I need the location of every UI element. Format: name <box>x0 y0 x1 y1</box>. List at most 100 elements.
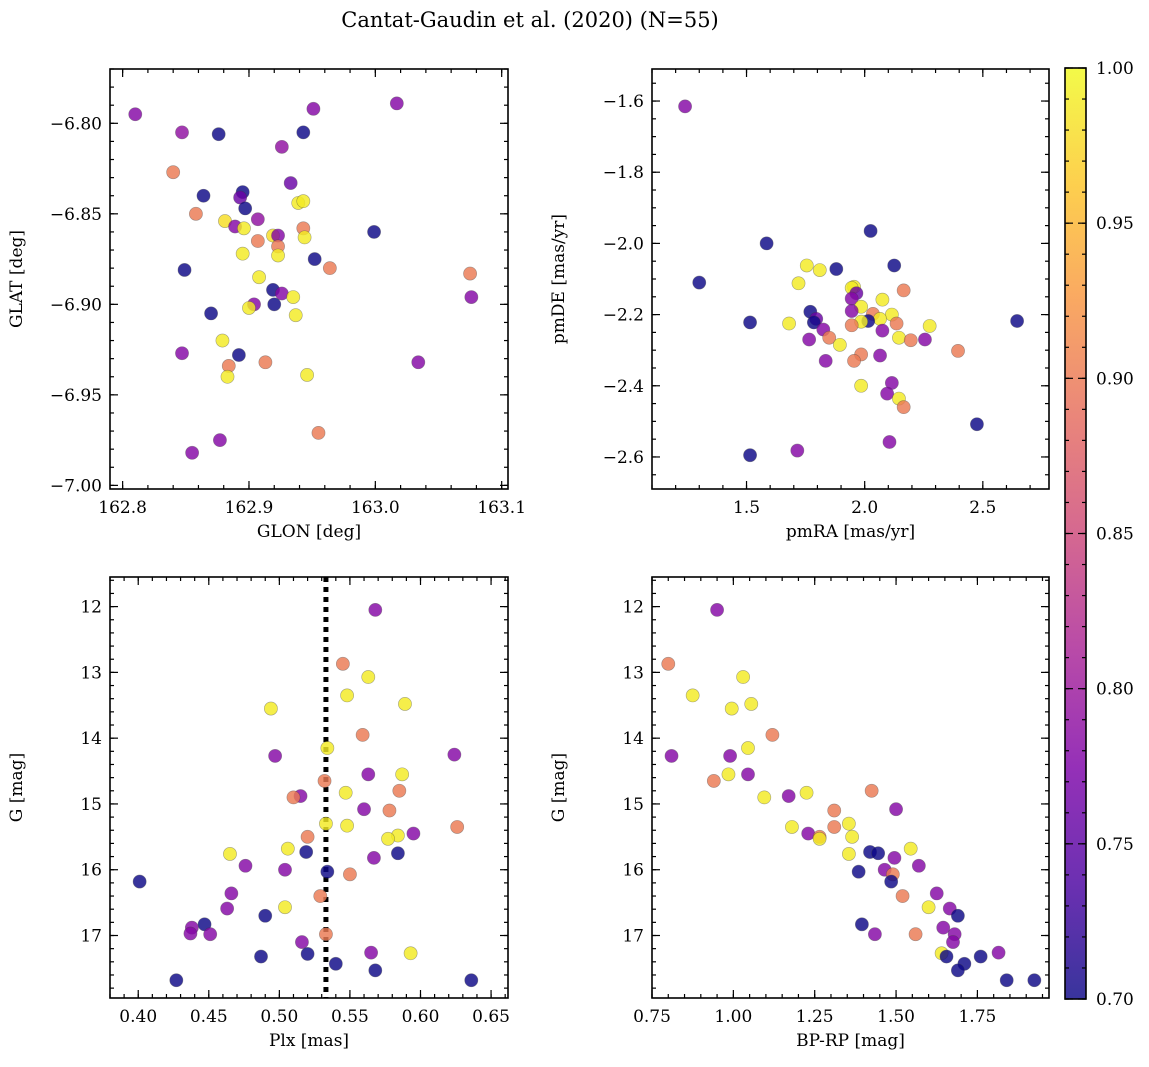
parallax-cmd-point <box>343 867 357 882</box>
proper-motion-ytick-label: −2.4 <box>603 377 644 397</box>
color-magnitude-point <box>889 802 903 817</box>
parallax-cmd-point <box>254 949 268 964</box>
color-magnitude-point <box>785 820 799 834</box>
parallax-cmd-ytick-label: 15 <box>80 795 102 815</box>
sky-xtick-label: 162.9 <box>225 498 274 518</box>
parallax-cmd-point <box>395 767 410 782</box>
proper-motion-ylabel: pmDE [mas/yr] <box>549 214 569 344</box>
color-magnitude-point <box>911 858 926 873</box>
parallax-cmd-point <box>403 946 418 961</box>
parallax-cmd-point <box>258 908 273 923</box>
colorbar-tick-label: 1.00 <box>1096 59 1134 79</box>
proper-motion-point <box>892 330 906 345</box>
proper-motion-point <box>889 316 904 331</box>
proper-motion-point <box>922 319 937 333</box>
sky-point <box>128 107 143 122</box>
parallax-cmd-point <box>406 826 421 841</box>
sky-ylabel: GLAT [deg] <box>7 230 27 328</box>
sky-point <box>250 212 265 227</box>
sky-point <box>283 176 298 190</box>
sky-point <box>177 263 192 277</box>
proper-motion-ytick-label: −2.2 <box>603 306 644 326</box>
color-magnitude-point <box>781 789 796 803</box>
parallax-cmd-point <box>300 947 315 961</box>
parallax-cmd-minor-ticks <box>109 577 508 998</box>
color-magnitude-point <box>973 949 988 964</box>
parallax-cmd-point <box>367 850 381 865</box>
proper-motion-xtick-label: 2.5 <box>969 498 996 518</box>
proper-motion-point <box>1010 314 1024 328</box>
parallax-cmd-point <box>364 945 378 960</box>
parallax-cmd-point <box>381 831 395 846</box>
proper-motion-point <box>903 333 918 348</box>
parallax-cmd-xtick-label: 0.60 <box>402 1007 440 1027</box>
color-magnitude-xlabel: BP-RP [mag] <box>796 1031 905 1051</box>
parallax-cmd-point <box>224 886 239 901</box>
color-magnitude-minor-ticks <box>651 577 1049 998</box>
color-magnitude-point <box>845 829 860 844</box>
proper-motion-point <box>918 332 932 347</box>
sky-point <box>286 290 301 305</box>
proper-motion-point <box>873 311 887 326</box>
parallax-cmd-point <box>450 820 465 834</box>
proper-motion-point <box>812 263 827 278</box>
parallax-cmd-point <box>320 741 335 755</box>
parallax-cmd-point <box>340 818 355 833</box>
proper-motion-point <box>692 275 707 290</box>
parallax-cmd-ytick-label: 13 <box>80 663 102 683</box>
color-magnitude-point <box>741 767 755 782</box>
parallax-cmd-point <box>340 688 355 703</box>
proper-motion-point <box>896 283 911 298</box>
parallax-cmd-point <box>263 701 278 716</box>
parallax-cmd-point <box>132 874 147 889</box>
parallax-cmd-point <box>183 926 198 941</box>
sky-point <box>274 139 289 154</box>
parallax-cmd-ytick-label: 14 <box>80 729 102 749</box>
parallax-cmd-point <box>203 927 218 942</box>
parallax-cmd-xtick-label: 0.50 <box>260 1007 298 1027</box>
proper-motion-point <box>847 353 861 368</box>
proper-motion-ytick-label: −2.0 <box>603 234 644 254</box>
sky-point <box>306 101 321 116</box>
color-magnitude-point <box>895 889 910 903</box>
proper-motion-point <box>743 315 757 330</box>
color-magnitude-point <box>841 816 856 831</box>
proper-motion-ytick-label: −1.8 <box>603 163 644 183</box>
color-magnitude-point <box>685 688 700 703</box>
color-magnitude-point <box>827 820 842 834</box>
sky-point <box>233 190 248 205</box>
proper-motion-point <box>844 304 859 318</box>
parallax-cmd-point <box>238 858 253 873</box>
colorbar-tick-label: 0.70 <box>1096 990 1134 1010</box>
parallax-cmd-point <box>447 747 462 762</box>
parallax-cmd-point <box>398 697 412 711</box>
parallax-cmd-points <box>132 577 479 998</box>
color-magnitude-ytick-label: 17 <box>622 927 644 947</box>
sky-point <box>297 230 312 245</box>
sky-point <box>322 261 337 276</box>
sky-point <box>220 369 235 384</box>
parallax-cmd-xlabel: Plx [mas] <box>269 1031 349 1051</box>
proper-motion-xlabel: pmRA [mas/yr] <box>786 522 915 542</box>
sky-point <box>311 425 326 440</box>
color-magnitude-point <box>1027 973 1042 988</box>
proper-motion-point <box>873 348 887 363</box>
proper-motion-point <box>875 292 890 307</box>
proper-motion-point <box>896 400 911 415</box>
colorbar-gradient <box>1065 68 1086 999</box>
parallax-cmd-point <box>223 847 237 861</box>
color-magnitude-point <box>929 886 944 901</box>
color-magnitude-xtick-label: 1.50 <box>877 1007 915 1027</box>
color-magnitude-point <box>946 935 960 949</box>
sky-point <box>250 234 265 248</box>
proper-motion-point <box>806 315 821 330</box>
sky-point <box>288 308 303 323</box>
parallax-cmd-point <box>464 973 479 988</box>
color-magnitude-point <box>736 670 751 684</box>
proper-motion-minor-ticks <box>651 69 1049 489</box>
parallax-cmd-point <box>286 790 301 805</box>
sky-point <box>175 346 189 361</box>
proper-motion-xtick-label: 1.5 <box>733 498 760 518</box>
sky-point <box>242 301 256 315</box>
colorbar-tick-label: 0.90 <box>1096 369 1134 389</box>
